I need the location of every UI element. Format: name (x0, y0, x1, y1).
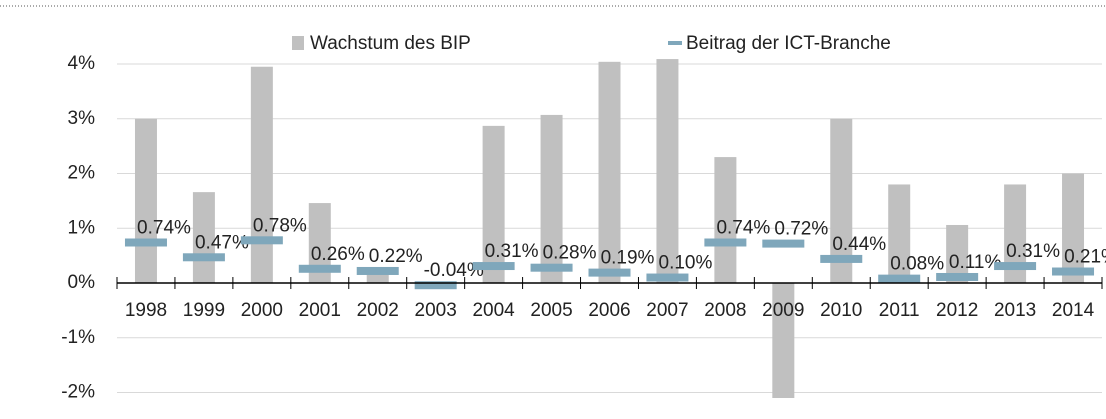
bar (714, 157, 737, 284)
data-label: 0.31% (1006, 241, 1060, 262)
bar (1062, 173, 1085, 284)
data-label: 0.08% (890, 254, 944, 275)
x-tick-label: 1998 (125, 300, 167, 321)
dash-marker (878, 274, 921, 283)
bar (134, 118, 157, 284)
legend-label: Wachstum des BIP (310, 33, 471, 54)
x-tick-label: 2008 (704, 300, 746, 321)
bar (540, 114, 563, 284)
bar (482, 125, 505, 284)
dash-marker (588, 268, 631, 277)
bar (1004, 184, 1027, 284)
x-tick-label: 2014 (1052, 300, 1095, 321)
bar (656, 59, 679, 284)
y-tick-label: 0% (68, 272, 96, 293)
bar (830, 118, 853, 284)
dash-marker (472, 262, 515, 271)
x-tick-label: 2001 (299, 300, 341, 321)
legend-swatch (292, 36, 304, 50)
data-label: -0.04% (424, 260, 484, 281)
x-tick-label: 2002 (357, 300, 399, 321)
dash-marker (820, 254, 863, 263)
data-label: 0.11% (949, 252, 1002, 273)
data-label: 0.74% (137, 218, 191, 239)
x-tick-label: 2007 (646, 300, 688, 321)
x-tick-label: 2000 (241, 300, 283, 321)
data-label: 0.21% (1064, 247, 1106, 268)
data-label: 0.74% (716, 218, 770, 239)
x-tick-label: 2012 (936, 300, 978, 321)
x-tick-label: 2009 (762, 300, 804, 321)
x-tick-label: 2003 (415, 300, 457, 321)
bar (772, 283, 795, 398)
dash-marker (240, 236, 283, 245)
dash-marker (414, 281, 457, 290)
data-label: 0.47% (195, 232, 249, 253)
dash-marker (936, 272, 979, 281)
y-tick-label: 3% (68, 108, 96, 129)
dash-marker (646, 273, 689, 282)
x-tick-label: 2010 (820, 300, 862, 321)
data-label: 0.10% (659, 253, 713, 274)
x-tick-label: 2011 (879, 300, 920, 321)
y-tick-label: 4% (68, 53, 96, 74)
dash-marker (124, 238, 167, 247)
x-tick-label: 2013 (994, 300, 1036, 321)
data-label: 0.26% (311, 244, 365, 265)
bar (946, 224, 969, 284)
dash-marker (530, 263, 573, 272)
data-label: 0.22% (369, 246, 423, 267)
dash-marker (704, 238, 747, 247)
dash-marker (298, 264, 341, 273)
y-tick-label: 1% (68, 217, 96, 238)
bar (598, 61, 621, 284)
data-label: 0.31% (485, 241, 539, 262)
data-label: 0.19% (601, 248, 655, 269)
dash-marker (356, 266, 399, 275)
x-tick-label: 2005 (530, 300, 572, 321)
dash-marker (1052, 267, 1095, 276)
bar (308, 203, 331, 284)
y-tick-label: -1% (61, 327, 95, 348)
data-label: 0.72% (774, 219, 828, 240)
x-tick-label: 2006 (588, 300, 630, 321)
bar (888, 184, 911, 284)
bar (250, 66, 273, 284)
data-label: 0.44% (832, 234, 886, 255)
dash-marker (182, 253, 225, 262)
y-tick-label: -2% (61, 382, 95, 403)
legend-swatch (668, 41, 682, 45)
dash-marker (762, 239, 805, 248)
bar (366, 272, 389, 284)
dash-marker (994, 262, 1037, 271)
data-label: 0.28% (543, 243, 597, 264)
x-tick-label: 2004 (472, 300, 515, 321)
y-tick-label: 2% (68, 163, 96, 184)
x-tick-label: 1999 (183, 300, 225, 321)
legend-label: Beitrag der ICT-Branche (686, 33, 891, 54)
data-label: 0.78% (253, 215, 307, 236)
